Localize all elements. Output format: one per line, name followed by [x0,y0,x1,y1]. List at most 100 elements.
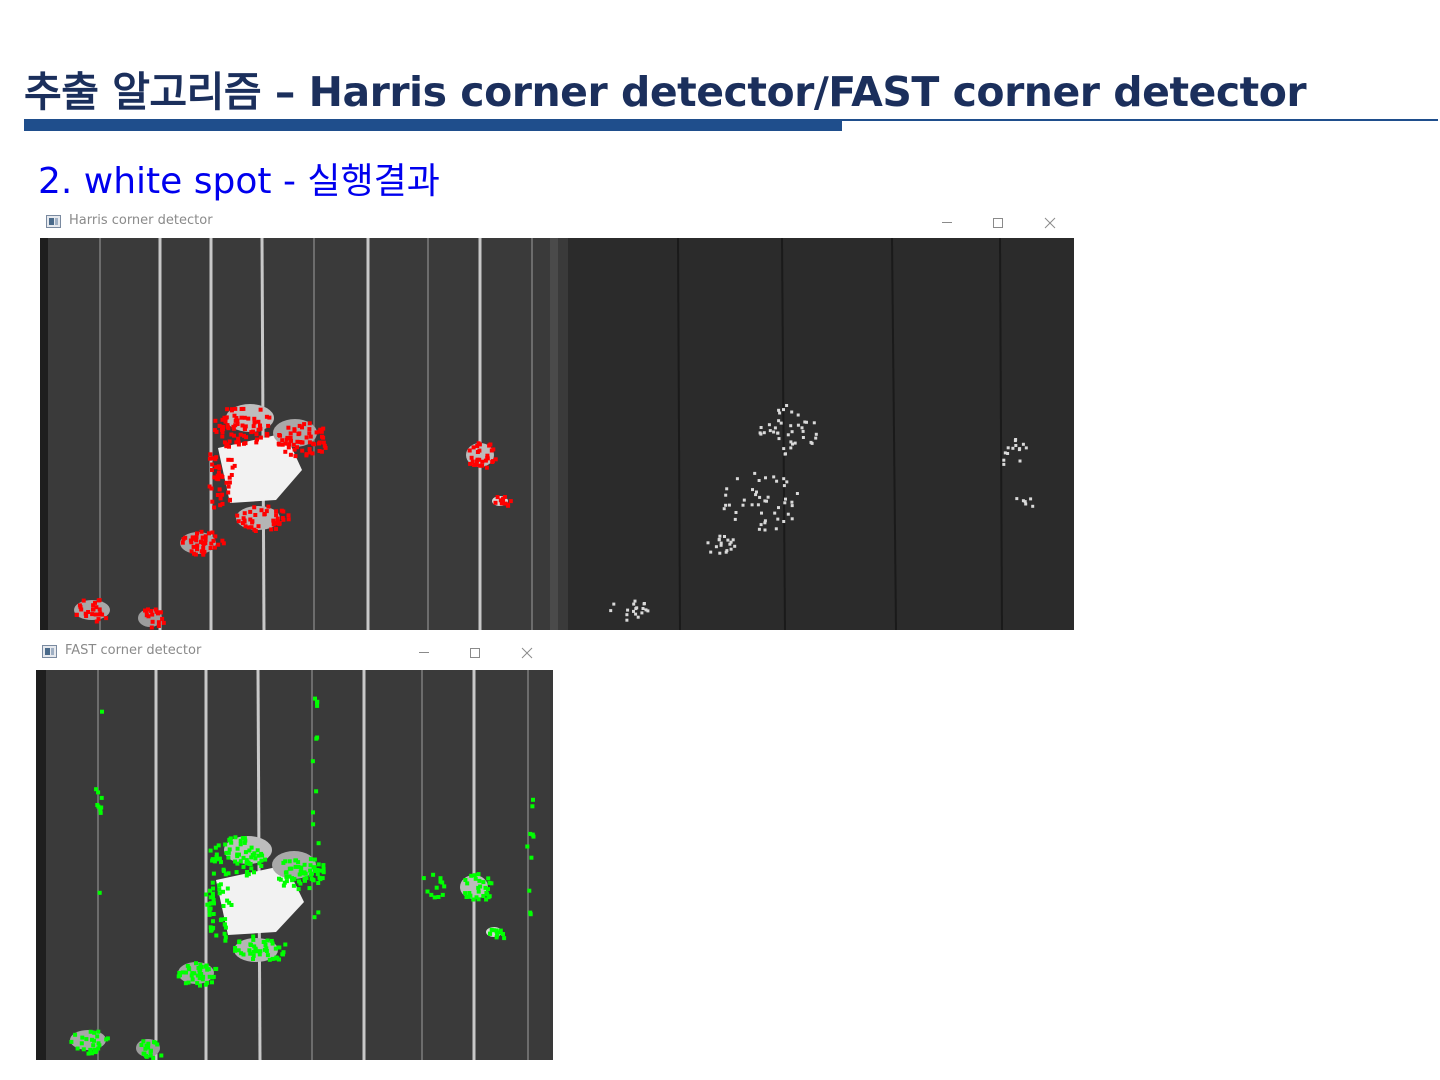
corner-response-point [632,602,636,606]
harris-corner-marker [274,521,279,526]
fast-corner-marker [96,1029,101,1034]
harris-corner-marker [485,453,490,458]
fast-corner-marker [155,1042,160,1047]
harris-corner-marker [271,518,276,523]
fast-corner-marker [139,1043,144,1047]
close-button[interactable] [1026,208,1072,238]
corner-response-point [1006,452,1010,455]
maximize-button[interactable] [451,638,497,668]
fast-corner-marker [212,901,216,906]
harris-corner-marker [218,496,223,501]
fast-corner-marker [283,859,288,864]
fast-corner-marker [221,904,226,908]
fast-corner-marker [212,859,217,864]
corner-response-point [773,426,777,430]
fast-corner-marker [315,868,320,872]
corner-response-point [777,506,780,510]
fast-corner-marker [296,860,301,865]
fast-corner-marker [528,912,533,917]
harris-corner-marker [321,426,326,431]
harris-corner-marker [201,546,206,550]
harris-corner-marker [224,444,229,449]
corner-response-point [724,493,728,497]
corner-response-point [796,413,800,417]
fast-corner-marker [245,870,249,874]
harris-corner-marker [467,448,472,453]
fast-corner-marker [214,966,219,971]
fast-corner-marker [210,880,215,885]
harris-corner-marker [288,452,293,457]
fast-corner-marker [227,837,232,842]
fast-corner-marker [144,1054,149,1059]
fast-corner-marker [302,876,307,881]
fast-corner-marker [217,891,222,896]
maximize-button[interactable] [974,208,1020,238]
fast-corner-marker [469,873,474,878]
close-button[interactable] [503,638,549,668]
fast-corner-marker [485,892,490,897]
corner-response-point [733,517,737,521]
harris-window[interactable]: Harris corner detector [40,208,1074,630]
close-icon [1044,217,1056,229]
harris-corner-marker [79,607,84,612]
corner-response-point [776,431,780,435]
harris-corner-marker [491,447,496,452]
corner-response-point [734,511,738,514]
harris-corner-marker [203,541,208,546]
harris-corner-marker [227,480,232,485]
harris-corner-marker [304,452,309,457]
harris-corner-marker [158,610,163,615]
harris-corner-marker [269,527,274,532]
corner-response-point [724,503,728,507]
corner-response-point [796,423,800,427]
corner-response-point [800,426,804,430]
fast-corner-marker [473,876,478,881]
fast-corner-marker [208,906,213,911]
fast-corner-marker [491,928,496,933]
fast-corner-marker [530,804,535,809]
harris-corner-marker [213,534,218,539]
fast-window-titlebar[interactable]: FAST corner detector [36,638,553,670]
fast-corner-marker [251,957,255,961]
corner-response-point [790,430,794,434]
harris-corner-marker [224,480,229,485]
harris-corner-marker [286,425,291,430]
harris-corner-marker [286,513,291,518]
corner-response-point [1006,446,1010,450]
harris-corner-marker [252,416,257,421]
corner-response-point [750,503,754,507]
fast-corner-marker [463,878,468,882]
fast-corner-marker [176,974,181,979]
corner-response-point [728,542,732,546]
fast-corner-marker [183,981,188,986]
fast-corner-marker [299,869,304,874]
fast-corner-marker [223,917,228,922]
minimize-button[interactable] [400,638,446,668]
harris-corner-marker [153,607,158,612]
fast-window[interactable]: FAST corner detector [36,638,553,1060]
harris-corner-marker [314,430,319,435]
corner-response-point [753,471,757,475]
harris-window-titlebar[interactable]: Harris corner detector [40,208,1074,238]
fast-corner-marker [471,897,476,902]
fast-corner-marker [277,945,282,950]
fast-corner-marker [236,948,241,953]
fast-corner-marker [233,859,238,864]
harris-corner-marker [310,451,315,456]
harris-corner-marker [474,459,479,464]
fast-corner-marker [151,1056,156,1060]
harris-corner-marker [220,474,225,479]
fast-corner-marker [463,891,468,896]
fast-corner-marker [251,949,256,954]
harris-corner-marker [212,505,217,510]
fast-corner-marker [240,836,245,841]
minimize-button[interactable] [923,208,969,238]
harris-corner-marker [493,500,498,505]
fast-corner-marker [466,894,471,899]
corner-response-point [741,503,745,507]
corner-response-point [1002,458,1006,462]
fast-corner-marker [210,857,215,862]
fast-corner-marker [69,1039,74,1044]
corner-response-point [742,498,746,502]
harris-corner-marker [213,428,217,433]
